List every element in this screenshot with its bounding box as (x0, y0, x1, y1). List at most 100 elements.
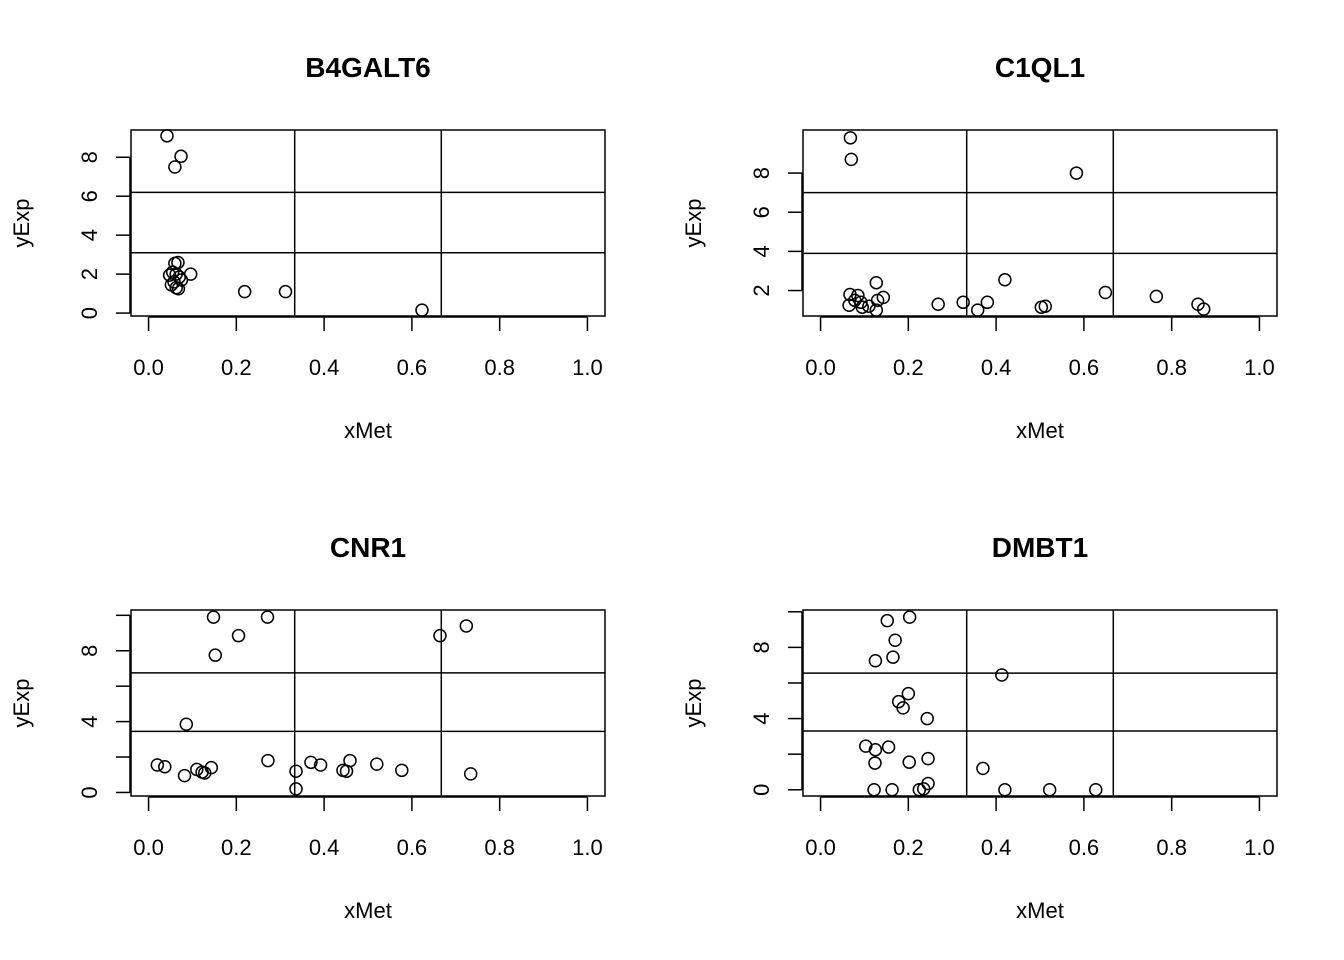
data-point (395, 763, 409, 778)
data-point (886, 650, 900, 664)
data-point (289, 764, 303, 778)
data-point (869, 303, 884, 317)
data-point (843, 131, 858, 145)
y-tick-label: 2 (749, 284, 774, 296)
y-tick-label: 8 (77, 151, 102, 163)
x-axis: 0.0 0.2 0.4 0.6 0.8 1.0 xMet (805, 796, 1275, 923)
y-tick-label: 0 (749, 784, 774, 796)
x-tick-label: 0.2 (221, 835, 252, 860)
data-point (261, 753, 275, 768)
chart-title: DMBT1 (992, 532, 1088, 563)
data-point (1196, 302, 1211, 316)
x-axis-label: xMet (1016, 418, 1064, 443)
data-point (150, 758, 165, 772)
x-axis-label: xMet (344, 418, 392, 443)
y-axis-label: yExp (9, 679, 34, 728)
y-tick-label: 4 (77, 715, 102, 727)
data-point (206, 610, 221, 624)
data-point (859, 739, 873, 753)
data-point (343, 753, 357, 768)
data-point (1149, 289, 1164, 304)
x-tick-label: 0.4 (981, 355, 1012, 380)
data-point (844, 152, 859, 167)
data-point (888, 633, 902, 648)
data-point (162, 268, 177, 282)
x-tick-label: 0.4 (309, 355, 340, 380)
x-tick-label: 0.0 (805, 355, 836, 380)
y-axis-label: yExp (681, 679, 706, 728)
chart-panel-3: CNR1 0.0 0.2 0.4 0.6 0.8 1.0 xMet 0 4 8 yExp (9, 532, 606, 923)
data-point (1038, 299, 1053, 313)
data-point (980, 295, 995, 310)
data-point (970, 303, 985, 317)
y-tick-label: 6 (749, 206, 774, 218)
data-point (433, 628, 447, 643)
x-tick-label: 0.0 (133, 355, 164, 380)
data-point (1098, 285, 1113, 300)
data-point (1088, 783, 1103, 797)
x-tick-label: 0.2 (221, 355, 252, 380)
plot-frame (130, 609, 606, 797)
y-axis: 0 4 8 yExp (681, 611, 803, 796)
data-point (868, 756, 882, 770)
x-tick-label: 0.6 (1069, 835, 1100, 860)
data-point (876, 290, 891, 305)
x-tick-label: 0.0 (133, 835, 164, 860)
data-points (859, 610, 1103, 797)
x-tick-label: 0.2 (893, 835, 924, 860)
chart-panel-2: C1QL1 0.0 0.2 0.4 0.6 0.8 1.0 xMet 2 4 6 8 yExp (681, 52, 1278, 443)
data-point (901, 686, 916, 701)
data-point (158, 760, 172, 774)
y-axis: 2 4 6 8 yExp (681, 167, 803, 297)
x-tick-label: 0.2 (893, 355, 924, 380)
data-point (855, 300, 869, 314)
data-point (260, 610, 275, 624)
data-point (842, 298, 856, 312)
data-point (868, 653, 883, 668)
data-point (204, 760, 219, 775)
data-point (370, 757, 384, 771)
data-points (160, 129, 429, 317)
data-point (902, 610, 917, 624)
plot-frame (802, 129, 1278, 317)
x-tick-label: 0.0 (805, 835, 836, 860)
x-tick-label: 1.0 (572, 835, 603, 860)
data-point (289, 782, 303, 796)
data-point (415, 303, 429, 317)
data-point (177, 768, 192, 783)
data-point (931, 297, 945, 312)
x-tick-label: 1.0 (1244, 355, 1275, 380)
x-tick-label: 0.6 (1069, 355, 1100, 380)
chart-panel-4: DMBT1 0.0 0.2 0.4 0.6 0.8 1.0 xMet 0 4 8 yExp (681, 532, 1278, 923)
data-point (998, 783, 1012, 797)
chart-title: B4GALT6 (305, 52, 431, 83)
data-point (459, 619, 474, 633)
data-point (183, 267, 198, 281)
x-tick-label: 1.0 (572, 355, 603, 380)
y-tick-label: 0 (77, 786, 102, 798)
y-axis: 0 4 8 yExp (9, 614, 131, 799)
data-points (150, 610, 478, 796)
data-point (956, 295, 970, 310)
x-axis-label: xMet (344, 898, 392, 923)
data-point (995, 668, 1009, 682)
x-tick-label: 0.8 (484, 355, 515, 380)
x-tick-label: 0.6 (397, 835, 428, 860)
y-tick-label: 8 (749, 641, 774, 653)
data-point (278, 284, 293, 299)
data-point (896, 701, 910, 715)
y-tick-label: 0 (77, 307, 102, 319)
data-point (867, 783, 881, 797)
data-point (208, 648, 223, 662)
data-point (168, 160, 182, 174)
x-axis: 0.0 0.2 0.4 0.6 0.8 1.0 xMet (133, 316, 603, 443)
data-point (1042, 783, 1057, 797)
data-point (921, 751, 935, 766)
data-point (885, 783, 899, 797)
data-point (881, 740, 896, 754)
data-point (920, 711, 934, 726)
x-tick-label: 0.8 (484, 835, 515, 860)
plot-frame (802, 609, 1278, 797)
x-axis: 0.0 0.2 0.4 0.6 0.8 1.0 xMet (133, 796, 603, 923)
